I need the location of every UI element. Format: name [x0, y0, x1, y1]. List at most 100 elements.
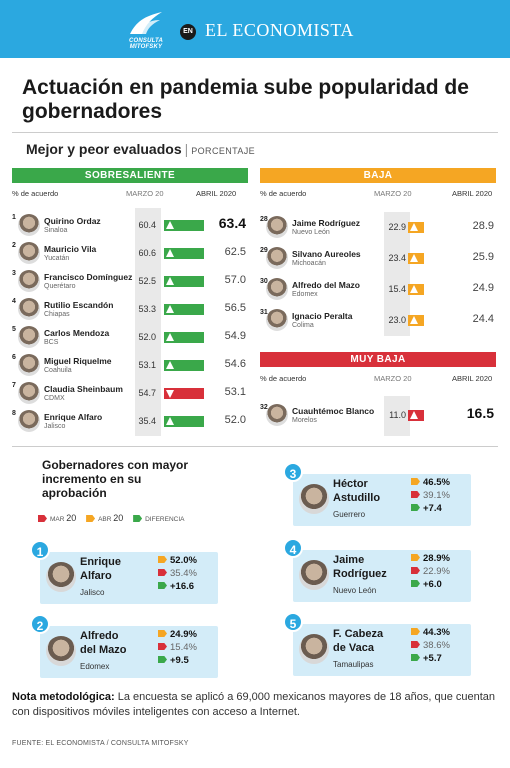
governor-name: Mauricio Vila: [44, 244, 97, 254]
rank-number: 30: [260, 278, 268, 285]
col-header-march: MARZO 20: [126, 189, 164, 198]
change-bar: [408, 222, 424, 233]
orange-flag-icon: [411, 478, 420, 485]
march-stat-value: 38.6%: [423, 640, 450, 651]
subtitle-separator: |: [184, 141, 189, 157]
change-bar: [408, 410, 424, 421]
legend-difference: DIFERENCIA: [133, 515, 184, 523]
governor-name: Miguel Riquelme: [44, 356, 112, 366]
march-value: 60.4: [138, 220, 156, 230]
april-value: 62.5: [224, 246, 246, 258]
rank-number: 31: [260, 309, 268, 316]
difference-stat-value: +5.7: [423, 653, 442, 664]
increase-legend: MAR 20 ABR 20 DIFERENCIA: [38, 513, 192, 523]
table-row: 28 Jaime Rodríguez Nuevo León 22.9 28.9: [260, 214, 496, 242]
difference-stat-value: +16.6: [170, 581, 195, 592]
red-flag-icon: [411, 641, 420, 648]
col-header-agree-baja: % de acuerdo: [260, 189, 307, 198]
triangle-up-icon: [166, 417, 174, 425]
march-stat-value: 22.9%: [423, 566, 450, 577]
increase-title: Gobernadores con mayor incremento en su …: [42, 458, 189, 500]
rank-badge: 3: [283, 462, 303, 482]
change-bar: [164, 248, 204, 259]
difference-stat: +5.7: [411, 653, 442, 664]
april-stat: 52.0%: [158, 555, 197, 566]
april-stat: 46.5%: [411, 477, 450, 488]
march-column-band: [135, 208, 161, 436]
table-row: 7 Claudia Sheinbaum CDMX 54.7 53.1: [12, 380, 248, 408]
governor-state: Edomex: [80, 662, 110, 671]
march-stat: 38.6%: [411, 640, 450, 651]
governor-state: Nuevo León: [292, 229, 330, 236]
march-value: 35.4: [138, 416, 156, 426]
governor-state: Michoacán: [292, 260, 326, 267]
change-bar: [408, 315, 424, 326]
difference-stat: +6.0: [411, 579, 442, 590]
governor-name-line2: Astudillo: [333, 492, 381, 504]
change-bar: [408, 284, 424, 295]
governor-photo: [18, 354, 40, 376]
change-bar: [164, 332, 204, 343]
difference-stat-value: +9.5: [170, 655, 189, 666]
governor-photo: [18, 298, 40, 320]
governor-name: Quirino Ordaz: [44, 216, 101, 226]
triangle-up-icon: [410, 316, 418, 324]
april-value: 24.4: [472, 313, 494, 325]
table-row: 3 Francisco Domínguez Querétaro 52.5 57.0: [12, 268, 248, 296]
red-flag-icon: [411, 491, 420, 498]
table-row: 2 Mauricio Vila Yucatán 60.6 62.5: [12, 240, 248, 268]
march-stat-value: 39.1%: [423, 490, 450, 501]
triangle-down-icon: [166, 390, 174, 398]
rank-number: 6: [12, 354, 16, 361]
difference-stat: +9.5: [158, 655, 189, 666]
march-stat: 15.4%: [158, 642, 197, 653]
governor-name: Francisco Domínguez: [44, 272, 133, 282]
difference-stat: +7.4: [411, 503, 442, 514]
orange-flag-icon: [158, 556, 167, 563]
col-header-april-baja: ABRIL 2020: [452, 189, 493, 198]
page-title: Actuación en pandemia sube popularidad d…: [22, 76, 469, 123]
governor-state: BCS: [44, 339, 59, 346]
governor-photo: [266, 278, 288, 300]
governor-name-line1: Enrique: [80, 556, 121, 568]
governor-photo: [18, 214, 40, 236]
march-value: 11.0: [389, 410, 406, 420]
triangle-up-icon: [166, 249, 174, 257]
march-value: 23.0: [388, 315, 406, 325]
banner-muy-baja: MUY BAJA: [260, 352, 496, 367]
rank-number: 1: [12, 214, 16, 221]
governor-state: Coahuila: [44, 367, 72, 374]
governor-photo: [18, 270, 40, 292]
governor-name: Rutilio Escandón: [44, 300, 114, 310]
march-value: 52.5: [138, 276, 156, 286]
increase-card: Alfredo del Mazo Edomex 24.9% 15.4% +9.5: [40, 626, 218, 678]
governor-photo: [18, 242, 40, 264]
governor-photo: [46, 562, 76, 592]
governor-name-line1: Héctor: [333, 478, 368, 490]
march-stat: 39.1%: [411, 490, 450, 501]
red-flag-icon: [158, 643, 167, 650]
governor-state: Sinaloa: [44, 227, 68, 234]
governor-name-line1: F. Cabeza: [333, 628, 384, 640]
april-stat: 24.9%: [158, 629, 197, 640]
governor-state: Querétaro: [44, 283, 76, 290]
red-flag-icon: [411, 567, 420, 574]
table-row: 4 Rutilio Escandón Chiapas 53.3 56.5: [12, 296, 248, 324]
triangle-up-icon: [166, 221, 174, 229]
governor-state: Guerrero: [333, 510, 366, 519]
table-row: 30 Alfredo del Mazo Edomex 15.4 24.9: [260, 276, 496, 304]
bird-logo-icon: [130, 12, 162, 34]
rank-number: 32: [260, 404, 268, 411]
april-stat-value: 52.0%: [170, 555, 197, 566]
increase-card: Jaime Rodríguez Nuevo León 28.9% 22.9% +6.0: [293, 550, 471, 602]
col-header-march-muy-baja: MARZO 20: [374, 374, 412, 383]
methodology-note: Nota metodológica: La encuesta se aplicó…: [12, 690, 500, 720]
governor-photo: [266, 247, 288, 269]
table-row: 32 Cuauhtémoc Blanco Morelos 11.0 16.5: [260, 402, 496, 430]
en-badge: EN: [180, 24, 196, 40]
red-flag-icon: [158, 569, 167, 576]
governor-photo: [266, 216, 288, 238]
change-bar: [408, 253, 424, 264]
change-bar: [164, 220, 204, 231]
table-row: 29 Silvano Aureoles Michoacán 23.4 25.9: [260, 245, 496, 273]
